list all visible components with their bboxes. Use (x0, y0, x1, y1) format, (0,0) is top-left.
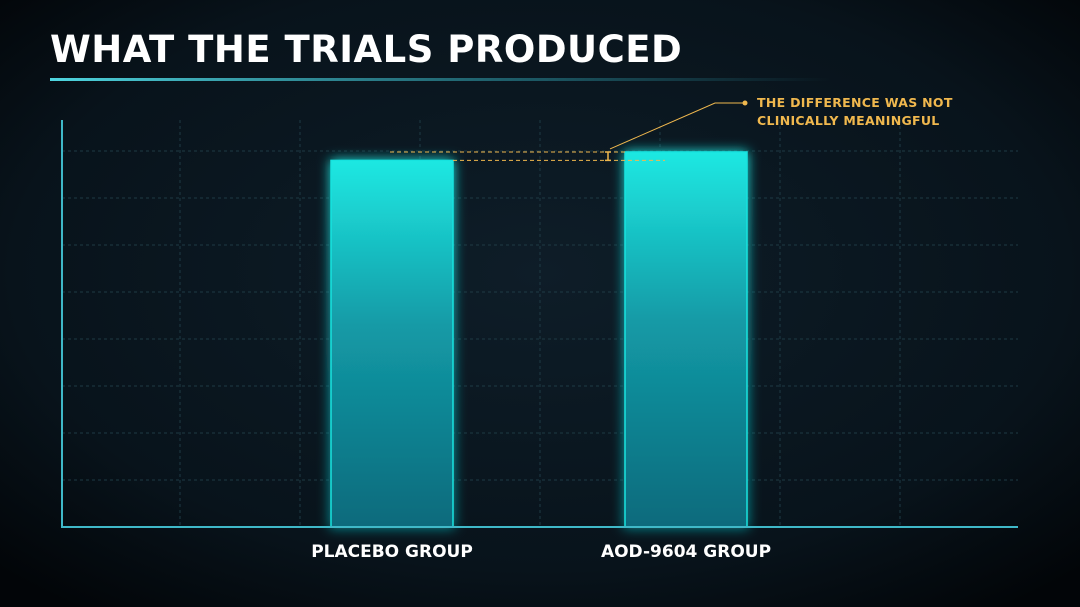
x-tick-label: AOD-9604 GROUP (601, 542, 771, 562)
leader-dot (742, 100, 748, 106)
annotation-text: THE DIFFERENCE WAS NOT (757, 95, 953, 110)
chart-title: WHAT THE TRIALS PRODUCED (50, 28, 682, 71)
annotation-text: CLINICALLY MEANINGFUL (757, 113, 940, 128)
x-tick-label: PLACEBO GROUP (311, 542, 473, 562)
title-underline (50, 78, 830, 81)
bars (330, 151, 748, 528)
bracket (605, 151, 611, 162)
bar (330, 159, 454, 528)
leader-line (609, 102, 743, 150)
bar (624, 151, 748, 528)
annotation: THE DIFFERENCE WAS NOT CLINICALLY MEANING… (390, 95, 953, 162)
